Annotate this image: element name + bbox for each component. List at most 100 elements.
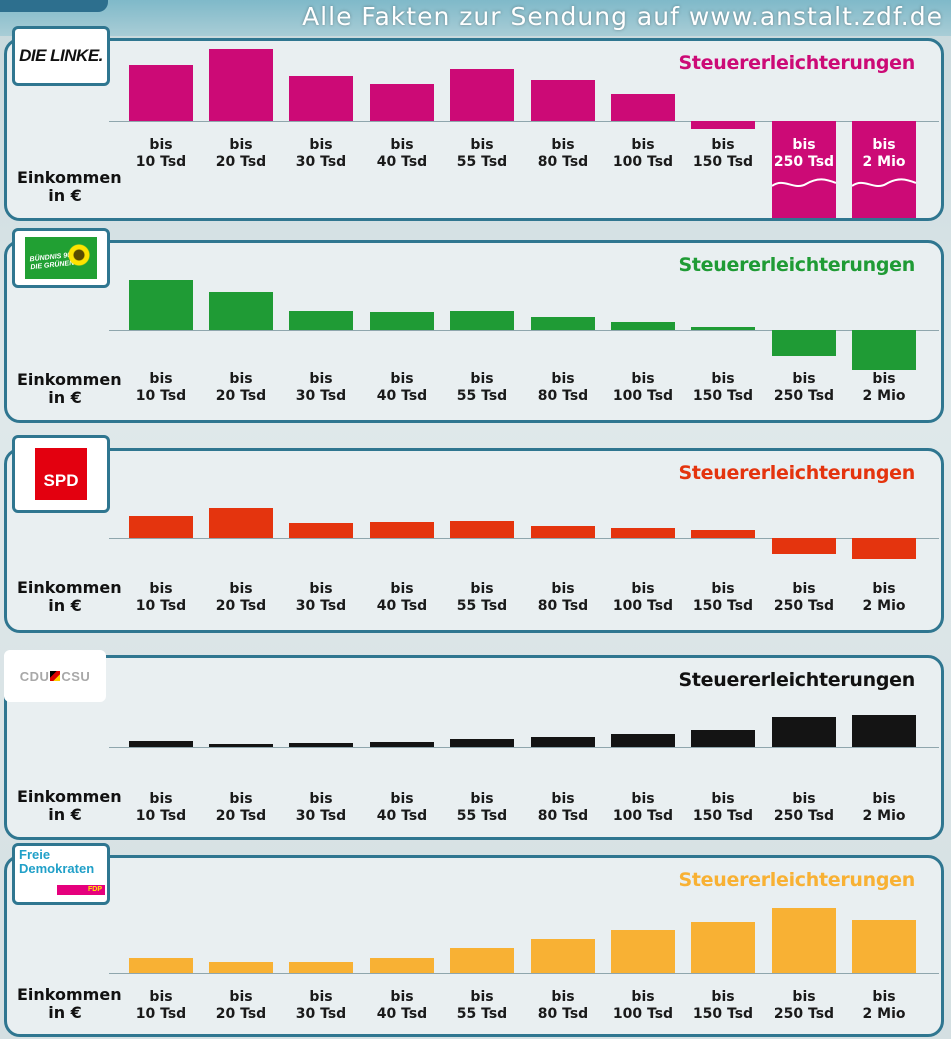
chart-title: Steuererleichterungen bbox=[678, 254, 916, 276]
cdu-logo-mark: CDU CSU bbox=[20, 669, 91, 684]
logo-spd: SPD bbox=[12, 435, 110, 513]
bar-bis-2-mio bbox=[852, 121, 916, 218]
zero-axis-line bbox=[109, 330, 939, 331]
x-tick-label: bis 80 Tsd bbox=[537, 581, 589, 614]
bar-bis-55-tsd bbox=[450, 69, 514, 121]
bar-bis-20-tsd bbox=[209, 292, 273, 330]
x-tick-label: bis 20 Tsd bbox=[215, 137, 267, 170]
bar-bis-2-mio bbox=[852, 920, 916, 973]
csu-text: CSU bbox=[61, 668, 91, 684]
x-tick-label: bis 250 Tsd bbox=[773, 581, 835, 614]
bar-bis-250-tsd bbox=[772, 538, 836, 554]
truncation-wave bbox=[852, 178, 916, 187]
site-url-text: Alle Fakten zur Sendung auf www.anstalt.… bbox=[302, 2, 943, 31]
bar-bis-55-tsd bbox=[450, 739, 514, 747]
bar-bis-100-tsd bbox=[611, 322, 675, 330]
fdp-logo-mark: Freie Demokraten FDP bbox=[17, 845, 105, 903]
x-tick-label: bis 100 Tsd bbox=[612, 581, 674, 614]
x-tick-label: bis 30 Tsd bbox=[295, 581, 347, 614]
x-tick-label: bis 80 Tsd bbox=[537, 791, 589, 824]
cdu-text: CDU bbox=[19, 668, 50, 684]
bar-bis-80-tsd bbox=[531, 80, 595, 121]
linke-logo-text: DIE LINKE. bbox=[19, 46, 103, 65]
x-tick-label: bis 150 Tsd bbox=[692, 791, 754, 824]
chart-panel-fdp: Steuererleichterungen Einkommen in € bis… bbox=[4, 855, 944, 1037]
x-tick-label: bis 40 Tsd bbox=[376, 989, 428, 1022]
bar-bis-2-mio bbox=[852, 330, 916, 370]
spd-logo-mark: SPD bbox=[35, 448, 87, 500]
x-tick-label: bis 10 Tsd bbox=[135, 371, 187, 404]
x-tick-label: bis 55 Tsd bbox=[456, 581, 508, 614]
bar-bis-150-tsd bbox=[691, 121, 755, 129]
x-tick-label: bis 20 Tsd bbox=[215, 371, 267, 404]
x-tick-label: bis 10 Tsd bbox=[135, 137, 187, 170]
bar-bis-30-tsd bbox=[289, 76, 353, 121]
bar-bis-20-tsd bbox=[209, 508, 273, 538]
bar-bis-2-mio bbox=[852, 538, 916, 559]
bar-bis-20-tsd bbox=[209, 49, 273, 121]
x-tick-label: bis 30 Tsd bbox=[295, 137, 347, 170]
bar-bis-150-tsd bbox=[691, 730, 755, 747]
x-tick-label: bis 20 Tsd bbox=[215, 791, 267, 824]
logo-cdu-csu: CDU CSU bbox=[4, 650, 106, 702]
bar-bis-40-tsd bbox=[370, 742, 434, 747]
banner-corner bbox=[0, 0, 108, 12]
x-tick-label: bis 55 Tsd bbox=[456, 791, 508, 824]
bar-bis-20-tsd bbox=[209, 962, 273, 973]
x-tick-label: bis 10 Tsd bbox=[135, 581, 187, 614]
chart-title: Steuererleichterungen bbox=[678, 52, 916, 74]
chart-panel-cdu: Steuererleichterungen Einkommen in € bis… bbox=[4, 655, 944, 840]
bar-bis-40-tsd bbox=[370, 84, 434, 121]
zero-axis-line bbox=[109, 747, 939, 748]
bar-bis-80-tsd bbox=[531, 737, 595, 747]
site-banner: Alle Fakten zur Sendung auf www.anstalt.… bbox=[0, 0, 951, 36]
logo-fdp: Freie Demokraten FDP bbox=[12, 843, 110, 905]
bar-bis-2-mio bbox=[852, 715, 916, 747]
x-tick-label: bis 40 Tsd bbox=[376, 581, 428, 614]
x-tick-label: bis 55 Tsd bbox=[456, 371, 508, 404]
x-tick-label: bis 2 Mio bbox=[862, 989, 906, 1022]
x-tick-label: bis 20 Tsd bbox=[215, 581, 267, 614]
bar-bis-100-tsd bbox=[611, 528, 675, 538]
bar-bis-55-tsd bbox=[450, 948, 514, 973]
bar-bis-100-tsd bbox=[611, 94, 675, 121]
y-axis-label: Einkommen in € bbox=[17, 985, 122, 1022]
flag-icon bbox=[50, 670, 61, 681]
x-tick-label: bis 150 Tsd bbox=[692, 581, 754, 614]
x-tick-label: bis 80 Tsd bbox=[537, 137, 589, 170]
zero-axis-line bbox=[109, 973, 939, 974]
bar-bis-250-tsd bbox=[772, 717, 836, 747]
logo-gruene: BÜNDNIS 90 DIE GRÜNEN bbox=[12, 228, 110, 288]
logo-linke: DIE LINKE. bbox=[12, 26, 110, 86]
chart-panel-spd: Steuererleichterungen Einkommen in € bis… bbox=[4, 448, 944, 633]
x-tick-label: bis 2 Mio bbox=[862, 581, 906, 614]
chart-panel-linke: Steuererleichterungen Einkommen in € bis… bbox=[4, 38, 944, 221]
y-axis-label: Einkommen in € bbox=[17, 578, 122, 615]
x-tick-label: bis 40 Tsd bbox=[376, 791, 428, 824]
x-tick-label: bis 2 Mio bbox=[862, 371, 906, 404]
x-tick-label: bis 100 Tsd bbox=[612, 989, 674, 1022]
bar-bis-30-tsd bbox=[289, 311, 353, 330]
x-tick-label: bis 30 Tsd bbox=[295, 989, 347, 1022]
x-tick-label: bis 30 Tsd bbox=[295, 371, 347, 404]
bar-bis-40-tsd bbox=[370, 958, 434, 973]
y-axis-label: Einkommen in € bbox=[17, 787, 122, 824]
bar-bis-10-tsd bbox=[129, 741, 193, 747]
chart-panel-gruene: Steuererleichterungen Einkommen in € bis… bbox=[4, 240, 944, 423]
x-tick-label: bis 2 Mio bbox=[862, 791, 906, 824]
zero-axis-line bbox=[109, 538, 939, 539]
x-tick-label: bis 10 Tsd bbox=[135, 791, 187, 824]
x-tick-label: bis 100 Tsd bbox=[612, 791, 674, 824]
x-tick-label: bis 55 Tsd bbox=[456, 989, 508, 1022]
x-tick-label: bis 150 Tsd bbox=[692, 371, 754, 404]
bar-bis-10-tsd bbox=[129, 958, 193, 973]
bar-bis-30-tsd bbox=[289, 743, 353, 747]
gruene-logo-mark: BÜNDNIS 90 DIE GRÜNEN bbox=[25, 237, 97, 279]
x-tick-label: bis 250 Tsd bbox=[773, 137, 835, 170]
bar-bis-40-tsd bbox=[370, 312, 434, 330]
x-tick-label: bis 80 Tsd bbox=[537, 371, 589, 404]
bar-bis-80-tsd bbox=[531, 526, 595, 538]
bar-bis-250-tsd bbox=[772, 330, 836, 356]
bar-bis-250-tsd bbox=[772, 121, 836, 218]
bar-bis-10-tsd bbox=[129, 516, 193, 538]
